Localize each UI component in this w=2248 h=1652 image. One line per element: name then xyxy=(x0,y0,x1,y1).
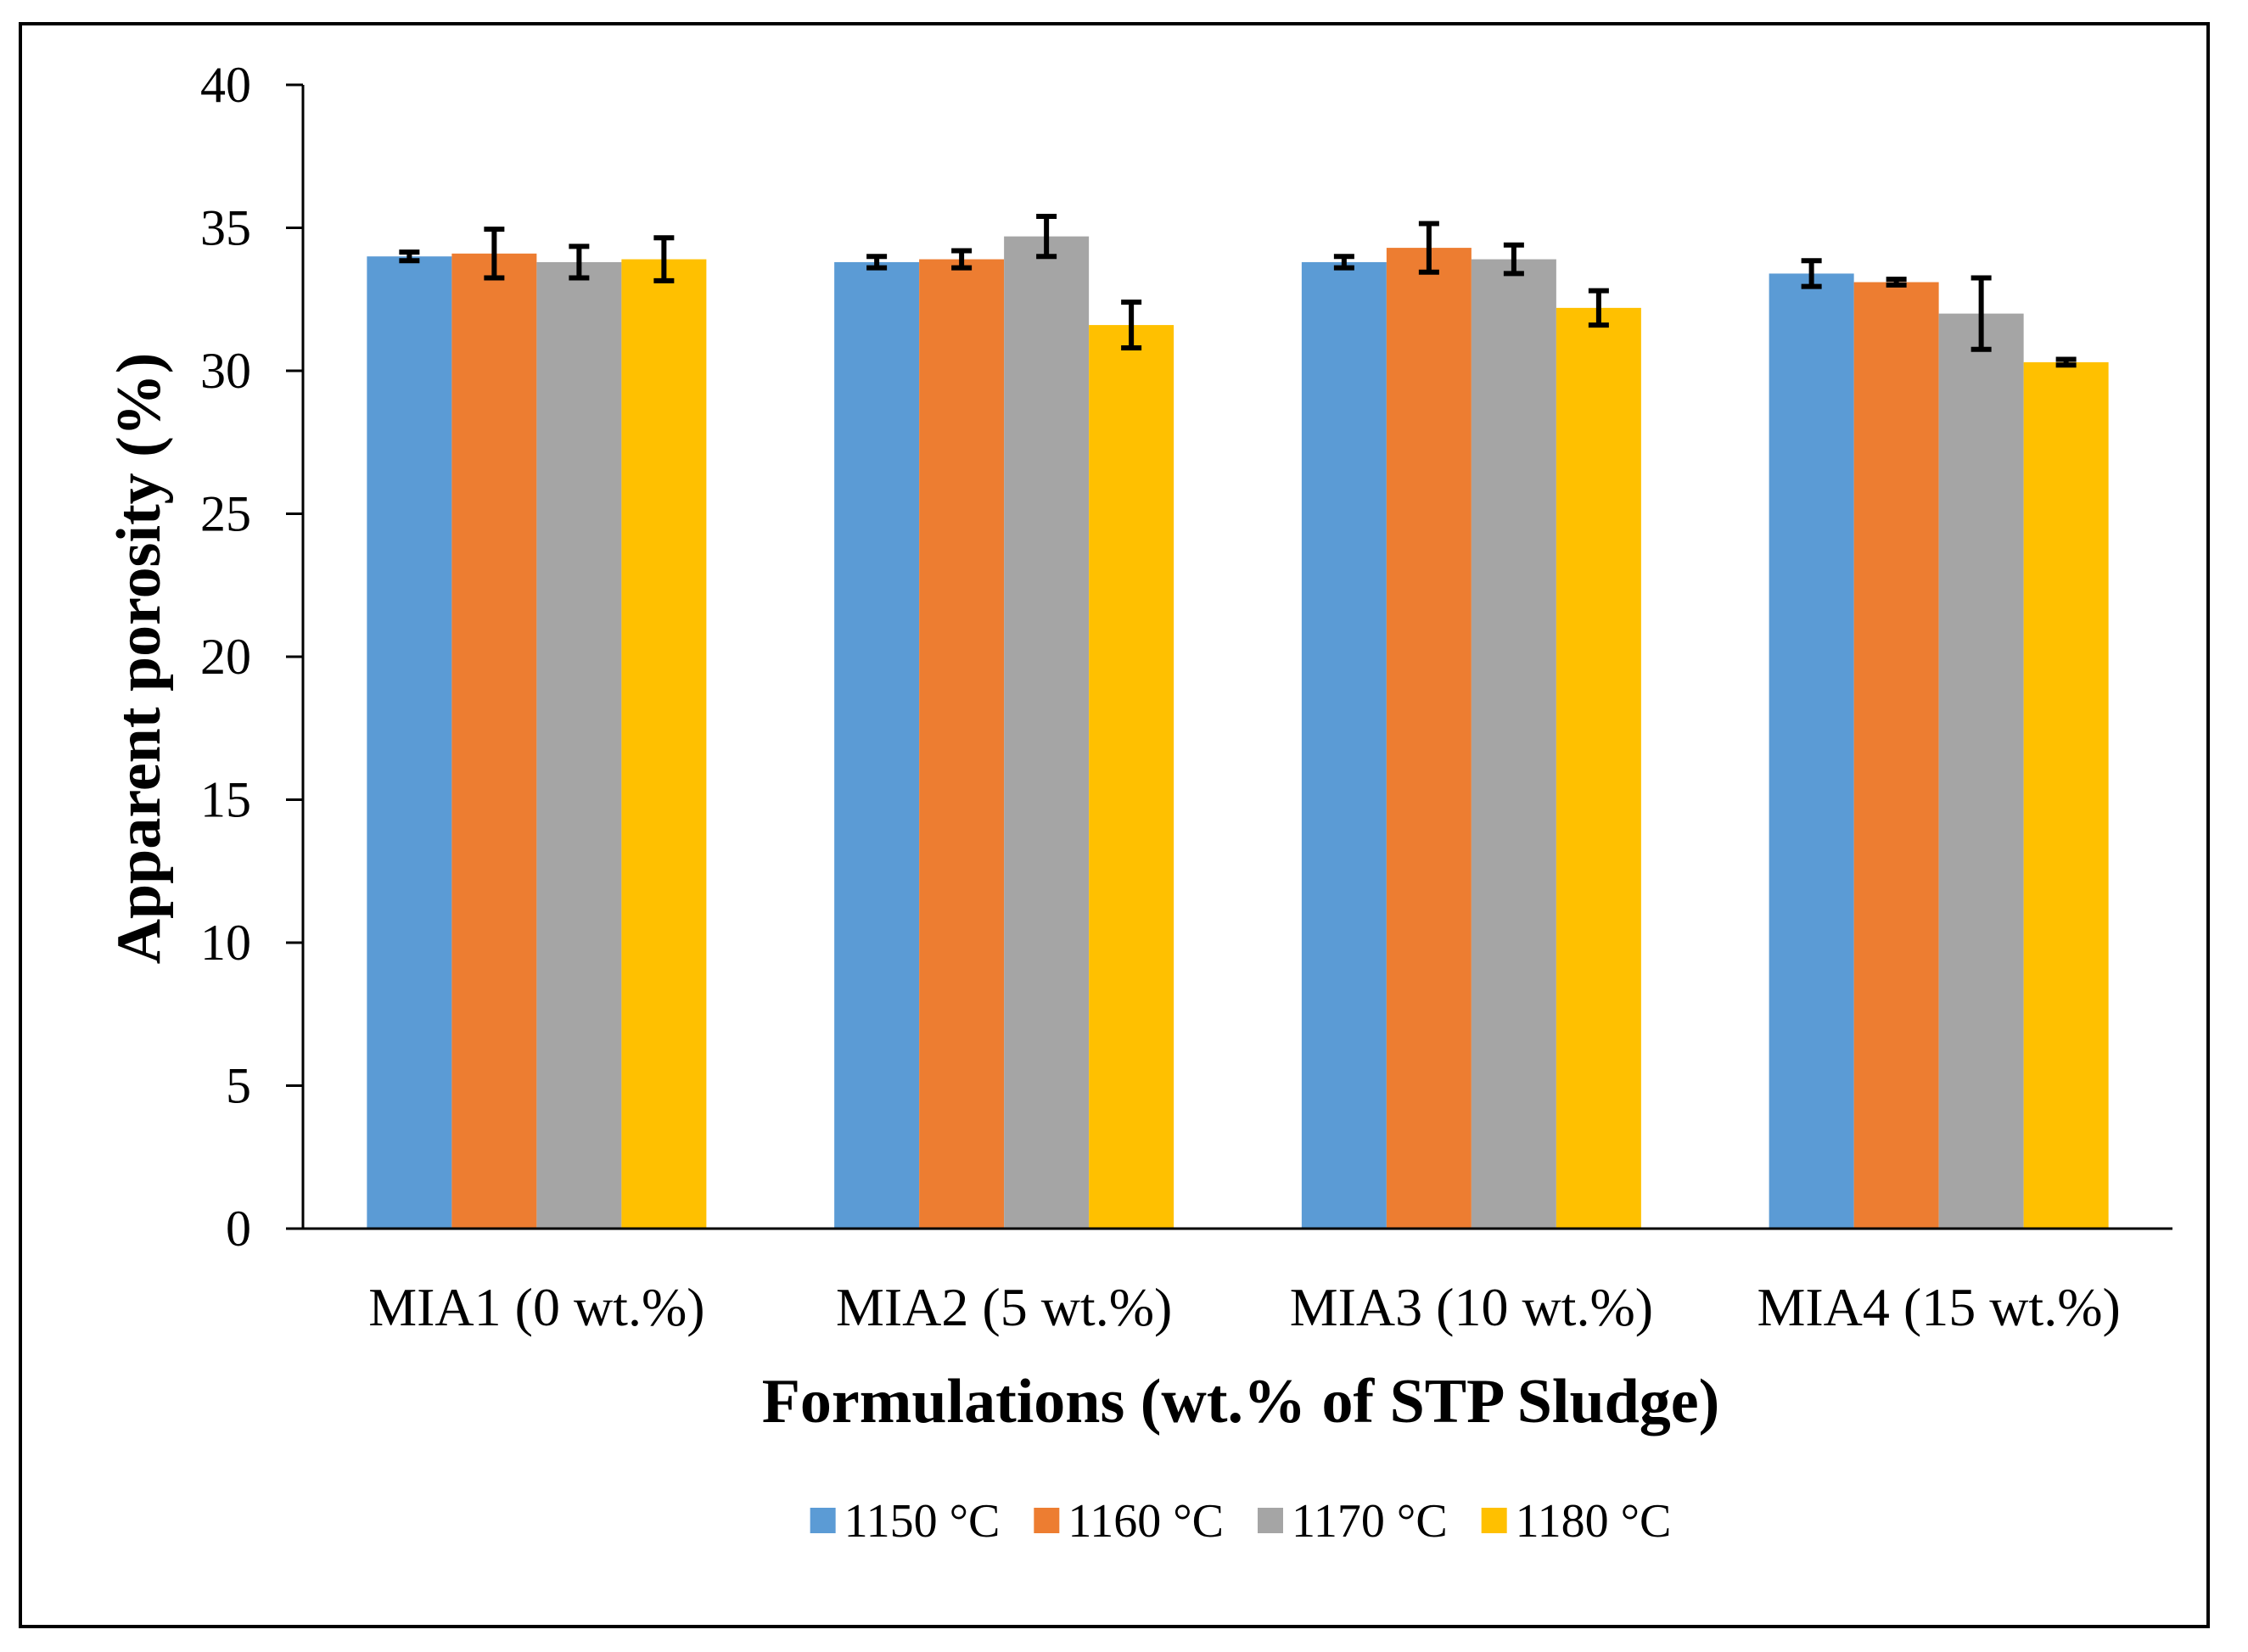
x-category-labels: MIA1 (0 wt.%) MIA2 (5 wt.%) MIA3 (10 wt.%)… xyxy=(368,1277,2121,1337)
legend-item: 1170 °C xyxy=(1258,1495,1448,1548)
bar-4-2 xyxy=(1853,282,1939,1229)
legend-label: 1180 °C xyxy=(1516,1495,1672,1548)
y-tick-label: 0 xyxy=(226,1201,251,1257)
y-tick-label: 20 xyxy=(200,629,251,685)
legend-item: 1180 °C xyxy=(1481,1495,1672,1548)
legend-swatch xyxy=(1258,1508,1283,1533)
legend-swatch xyxy=(810,1508,836,1533)
x-category-label: MIA1 (0 wt.%) xyxy=(368,1277,704,1337)
legend-label: 1160 °C xyxy=(1068,1495,1224,1548)
error-bar xyxy=(1333,254,1354,271)
legend-item: 1160 °C xyxy=(1034,1495,1224,1548)
x-category-label: MIA3 (10 wt.%) xyxy=(1290,1277,1653,1337)
error-bars-layer xyxy=(399,214,2077,368)
error-bar xyxy=(1503,242,1524,277)
y-tick-label: 30 xyxy=(200,343,251,399)
y-ticks: 0 5 10 15 20 25 30 35 40 xyxy=(200,57,303,1257)
bar-2-3 xyxy=(1004,236,1090,1229)
legend: 1150 °C 1160 °C 1170 °C 1180 °C xyxy=(810,1495,1672,1548)
bar-2-4 xyxy=(1089,325,1174,1229)
bar-3-4 xyxy=(1556,307,1641,1229)
y-tick-label: 40 xyxy=(200,57,251,113)
chart-frame xyxy=(19,22,2210,1628)
bar-1-3 xyxy=(536,261,622,1229)
error-bar xyxy=(484,227,505,281)
bar-1-4 xyxy=(621,259,707,1229)
y-tick-label: 35 xyxy=(200,200,251,256)
error-bar xyxy=(2055,356,2077,368)
y-tick-label: 10 xyxy=(200,915,251,971)
error-bar xyxy=(1801,258,1822,289)
legend-label: 1150 °C xyxy=(844,1495,1001,1548)
bar-2-2 xyxy=(919,259,1005,1229)
bar-3-1 xyxy=(1301,261,1387,1229)
x-category-label: MIA4 (15 wt.%) xyxy=(1757,1277,2120,1337)
error-bar xyxy=(399,249,420,264)
x-category-label: MIA2 (5 wt.%) xyxy=(836,1277,1172,1337)
bar-4-4 xyxy=(2023,361,2109,1229)
error-bar xyxy=(1036,214,1057,260)
error-bar xyxy=(653,235,675,283)
legend-swatch xyxy=(1034,1508,1060,1533)
y-tick-label: 5 xyxy=(226,1058,251,1114)
x-axis-title: Formulations (wt.% of STP Sludge) xyxy=(762,1367,1720,1436)
error-bar xyxy=(1971,275,1992,352)
error-bar xyxy=(1588,288,1609,328)
y-tick-label: 25 xyxy=(200,486,251,542)
legend-item: 1150 °C xyxy=(810,1495,1001,1548)
legend-label: 1170 °C xyxy=(1292,1495,1448,1548)
error-bar xyxy=(1121,300,1142,351)
error-bar xyxy=(569,244,590,281)
bar-1-1 xyxy=(367,256,452,1229)
y-axis-title: Apparent porosity (%) xyxy=(104,353,174,965)
bar-2-1 xyxy=(834,261,920,1229)
error-bar xyxy=(866,254,888,271)
error-bar xyxy=(1418,221,1439,275)
bar-4-3 xyxy=(1938,313,2024,1229)
bars-layer xyxy=(367,236,2109,1229)
error-bar xyxy=(1886,277,1907,288)
bar-4-1 xyxy=(1769,273,1854,1229)
y-tick-label: 15 xyxy=(200,772,251,828)
bar-1-2 xyxy=(451,253,537,1229)
error-bar xyxy=(951,248,973,271)
legend-swatch xyxy=(1481,1508,1507,1533)
bar-3-3 xyxy=(1471,259,1556,1229)
bar-3-2 xyxy=(1386,248,1472,1229)
